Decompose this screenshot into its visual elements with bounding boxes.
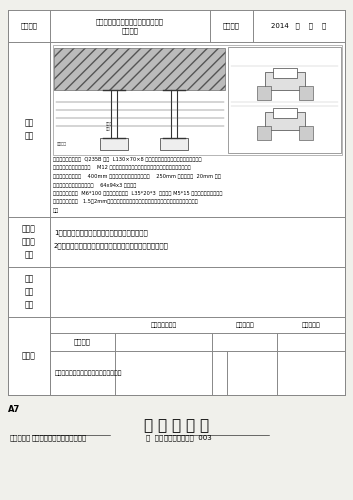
Text: 立柱与横梁连接：  M6*100 不锈钢穿芯螺栓、  L35*20*3  铝角码、 M5*15 不锈钢螺钉连接，横梁: 立柱与横梁连接： M6*100 不锈钢穿芯螺栓、 L35*20*3 铝角码、 M… [53, 191, 222, 196]
Text: 专业施工员: 专业施工员 [302, 322, 321, 328]
Text: 隐蔽项目: 隐蔽项目 [20, 22, 37, 30]
Text: 专业技术负责人: 专业技术负责人 [150, 322, 177, 328]
Bar [8, 10, 345, 395]
Bar [299, 86, 313, 100]
Bar [265, 72, 305, 90]
Bar [100, 138, 128, 150]
Text: 铝合金
立柱: 铝合金 立柱 [106, 122, 113, 131]
Text: 编  号：: 编 号： [146, 434, 163, 440]
Text: 光源产业基地一期工程办公楼: 光源产业基地一期工程办公楼 [32, 434, 87, 440]
Text: 螺栓连接: 螺栓连接 [57, 142, 67, 146]
Text: 锈漆一道。立柱与角码采用    M12 不锈钢螺杆组件连接，上下两根立柱之间采用铝合金芯套连: 锈漆一道。立柱与角码采用 M12 不锈钢螺杆组件连接，上下两根立柱之间采用铝合金… [53, 166, 191, 170]
Text: 签字栏: 签字栏 [22, 352, 36, 360]
Text: 施工单
位检查
情况: 施工单 位检查 情况 [22, 224, 36, 260]
Text: 2、各连接按安装平顺，安装方法符合设计及施工规范要求。: 2、各连接按安装平顺，安装方法符合设计及施工规范要求。 [54, 242, 169, 248]
Text: 隐蔽日期: 隐蔽日期 [223, 22, 240, 30]
Bar [265, 112, 305, 130]
Text: 酮耐候密封胶密封，立柱内窗    64x94x3 钢芯板。: 酮耐候密封胶密封，立柱内窗 64x94x3 钢芯板。 [53, 182, 136, 188]
Bar [160, 138, 189, 150]
Text: 玻璃幕墙立柱与预埋板、立柱与横梁
节点隐蔽: 玻璃幕墙立柱与预埋板、立柱与横梁 节点隐蔽 [96, 18, 164, 34]
Bar [273, 108, 297, 118]
Bar [257, 86, 271, 100]
Text: 2014   年    月    日: 2014 年 月 日 [271, 22, 327, 30]
Bar [53, 45, 342, 155]
Text: 办公玻璃节点隐  003: 办公玻璃节点隐 003 [164, 434, 212, 440]
Text: 隐蔽
内容: 隐蔽 内容 [24, 118, 34, 141]
Text: 工 程 报 验 单: 工 程 报 验 单 [144, 418, 209, 433]
Text: 与立柱之间应留有   1.5～2mm的缝隙，铝合金横梁安装调整完打结构硅酮耐候密封胶填缝，详上: 与立柱之间应留有 1.5～2mm的缝隙，铝合金横梁安装调整完打结构硅酮耐候密封胶… [53, 200, 198, 204]
Text: 1、各连接材料合格，均有合格证及检测报告。。: 1、各连接材料合格，均有合格证及检测报告。。 [54, 229, 148, 235]
Bar [54, 48, 226, 90]
Text: 图。: 图。 [53, 208, 59, 213]
Text: 工程名称：: 工程名称： [10, 434, 31, 440]
Text: 监理工程师（建设单位项目专业负责人）: 监理工程师（建设单位项目专业负责人） [55, 370, 122, 376]
Text: 立柱与后置板连接：  Q235B 槽钢  L130×70×8 角码与预埋板满焊、预后除渣，设打两遍: 立柱与后置板连接： Q235B 槽钢 L130×70×8 角码与预埋板满焊、预后… [53, 157, 202, 162]
Bar [228, 47, 341, 153]
Text: 专业质检员: 专业质检员 [235, 322, 254, 328]
Bar [273, 68, 297, 78]
Bar [257, 126, 271, 140]
Text: 隐蔽
验收
结论: 隐蔽 验收 结论 [24, 274, 34, 310]
Text: 接（插芯长度不小于    400mm 铝合金立柱的插芯长度不小于    250mm 伸缩缝长度  20mm 用硅: 接（插芯长度不小于 400mm 铝合金立柱的插芯长度不小于 250mm 伸缩缝长… [53, 174, 221, 179]
Bar [299, 126, 313, 140]
Text: A7: A7 [8, 405, 20, 414]
Text: 施工单位: 施工单位 [74, 338, 91, 345]
